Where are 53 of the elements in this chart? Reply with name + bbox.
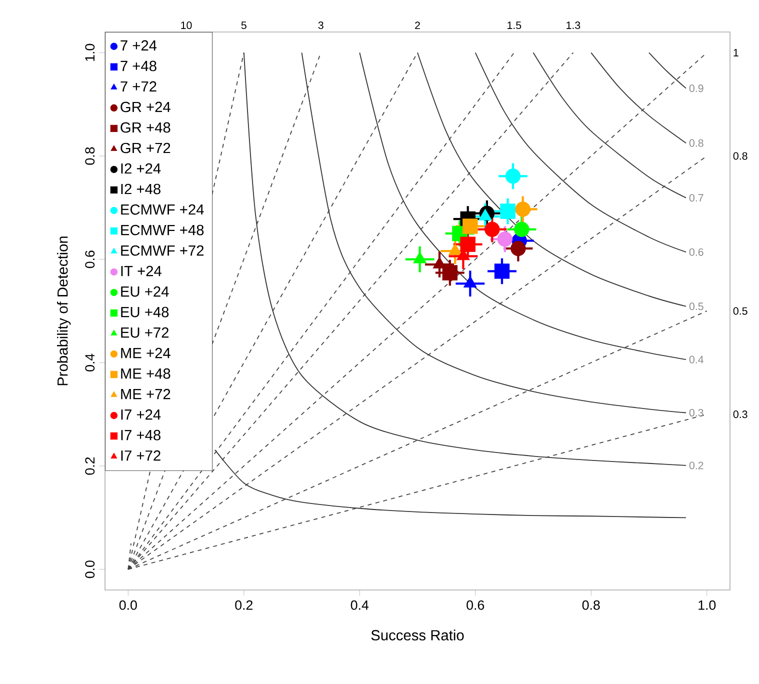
- legend-label: GR +72: [120, 142, 170, 154]
- series-label: 0.9: [689, 84, 704, 92]
- y-tick-label: 0.2: [85, 457, 95, 475]
- x-tick-label: 0.8: [582, 600, 600, 610]
- legend-label: ECMWF +72: [121, 245, 204, 256]
- y-tick-label: 0.6: [85, 250, 95, 268]
- text: 10: [181, 22, 192, 30]
- series-label: 0.4: [689, 356, 704, 364]
- legend-label: GR +48: [120, 122, 170, 133]
- x-tick-label: 0.4: [350, 600, 369, 610]
- legend-label: I7 +72: [121, 450, 160, 461]
- x-tick-label: 0.0: [119, 600, 137, 610]
- legend-label: ECMWF +48: [121, 224, 204, 236]
- series-label: 0.8: [689, 139, 704, 147]
- text: 0.8: [733, 152, 748, 160]
- text: 1: [734, 48, 738, 56]
- legend-label: EU +24: [121, 286, 169, 297]
- legend-label: IT +24: [121, 266, 162, 276]
- legend-label: 7 +72: [120, 81, 156, 92]
- series-label: 0.3: [689, 409, 704, 417]
- legend-label: ME +24: [121, 348, 170, 358]
- series-label: 0.7: [689, 194, 704, 202]
- legend-label: I2 +24: [121, 163, 161, 174]
- legend-label: EU +72: [121, 327, 169, 338]
- y-tick-label: 0.4: [85, 354, 95, 372]
- x-axis-title: Success Ratio: [371, 630, 464, 640]
- legend-label: GR +24: [120, 102, 170, 112]
- x-tick-label: 0.2: [235, 600, 252, 610]
- legend-label: I7 +48: [121, 430, 160, 440]
- y-tick-label: 0.8: [85, 147, 95, 165]
- text: 0.5: [733, 307, 748, 315]
- text: 2: [415, 22, 420, 30]
- text: 0.3: [733, 410, 748, 418]
- series-label: 0.5: [689, 302, 704, 310]
- series-label: 0.6: [689, 248, 704, 256]
- legend-label: ME +72: [121, 388, 170, 400]
- legend-label: EU +48: [121, 306, 169, 318]
- text: 1.3: [566, 22, 580, 30]
- y-axis-title: Probability of Detection: [57, 236, 71, 386]
- legend-label: 7 +24: [120, 40, 157, 51]
- x-tick-label: 1.0: [698, 600, 716, 610]
- legend-label: ME +48: [121, 368, 170, 379]
- y-tick-label: 1.0: [85, 44, 95, 61]
- text: 1.5: [508, 22, 522, 30]
- x-tick-label: 0.6: [466, 600, 484, 610]
- y-tick-label: 0.0: [85, 560, 95, 578]
- legend-label: I2 +48: [121, 184, 160, 194]
- text: 5: [241, 22, 246, 30]
- legend-label: ECMWF +24: [121, 204, 204, 215]
- series-label: 0.2: [689, 462, 704, 470]
- legend-label: I7 +24: [121, 409, 161, 420]
- text: 3: [318, 22, 324, 30]
- legend-label: 7 +48: [120, 60, 156, 72]
